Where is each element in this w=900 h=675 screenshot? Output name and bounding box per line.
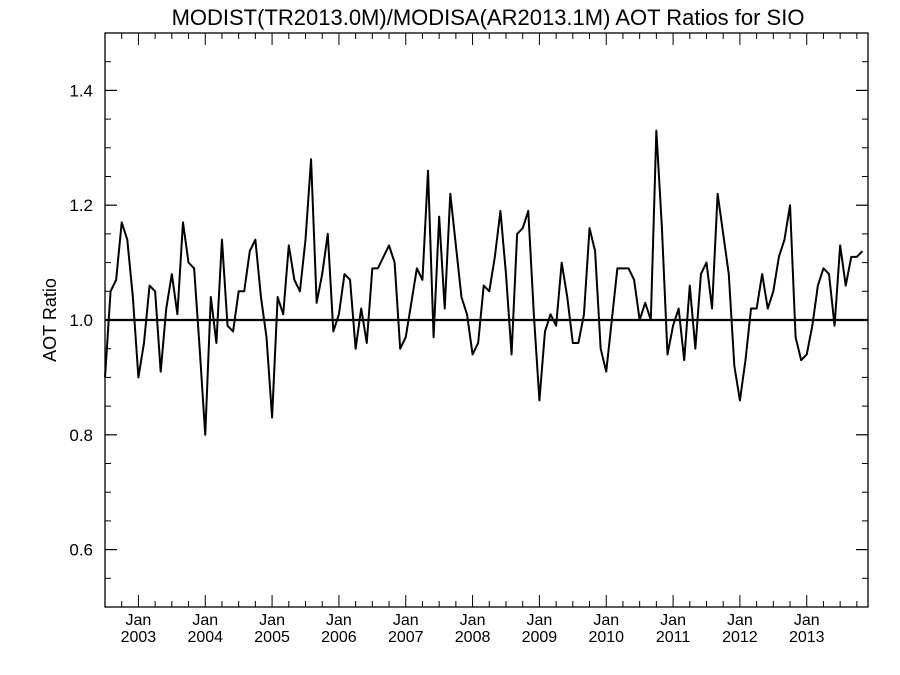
series-line (104, 129, 864, 436)
x-tick-year-label: 2008 (455, 629, 491, 646)
y-tick-label: 1.0 (69, 311, 93, 330)
x-tick-year-label: 2010 (588, 629, 624, 646)
x-tick-month-label: Jan (259, 612, 285, 629)
x-tick-month-label: Jan (460, 612, 486, 629)
y-tick-label: 0.8 (69, 426, 93, 445)
plot-area: 0.60.81.01.21.4Jan2003Jan2004Jan2005Jan2… (69, 32, 869, 646)
x-tick-month-label: Jan (393, 612, 419, 629)
y-tick-label: 0.6 (69, 541, 93, 560)
x-tick-month-label: Jan (593, 612, 619, 629)
x-tick-month-label: Jan (192, 612, 218, 629)
x-tick-month-label: Jan (527, 612, 553, 629)
x-tick-month-label: Jan (727, 612, 753, 629)
x-tick-month-label: Jan (326, 612, 352, 629)
y-tick-label: 1.2 (69, 196, 93, 215)
x-tick-year-label: 2011 (656, 629, 691, 646)
x-tick-year-label: 2012 (722, 629, 758, 646)
x-tick-year-label: 2007 (388, 629, 424, 646)
x-tick-year-label: 2004 (187, 629, 223, 646)
chart-title: MODIST(TR2013.0M)/MODISA(AR2013.1M) AOT … (172, 5, 805, 30)
y-tick-label: 1.4 (69, 81, 93, 100)
x-tick-year-label: 2003 (121, 629, 157, 646)
x-tick-year-label: 2009 (522, 629, 558, 646)
x-tick-year-label: 2005 (254, 629, 290, 646)
x-tick-year-label: 2013 (789, 629, 825, 646)
x-tick-month-label: Jan (126, 612, 152, 629)
x-tick-year-label: 2006 (321, 629, 357, 646)
x-tick-month-label: Jan (794, 612, 820, 629)
x-tick-month-label: Jan (660, 612, 686, 629)
y-axis-label: AOT Ratio (40, 278, 60, 362)
